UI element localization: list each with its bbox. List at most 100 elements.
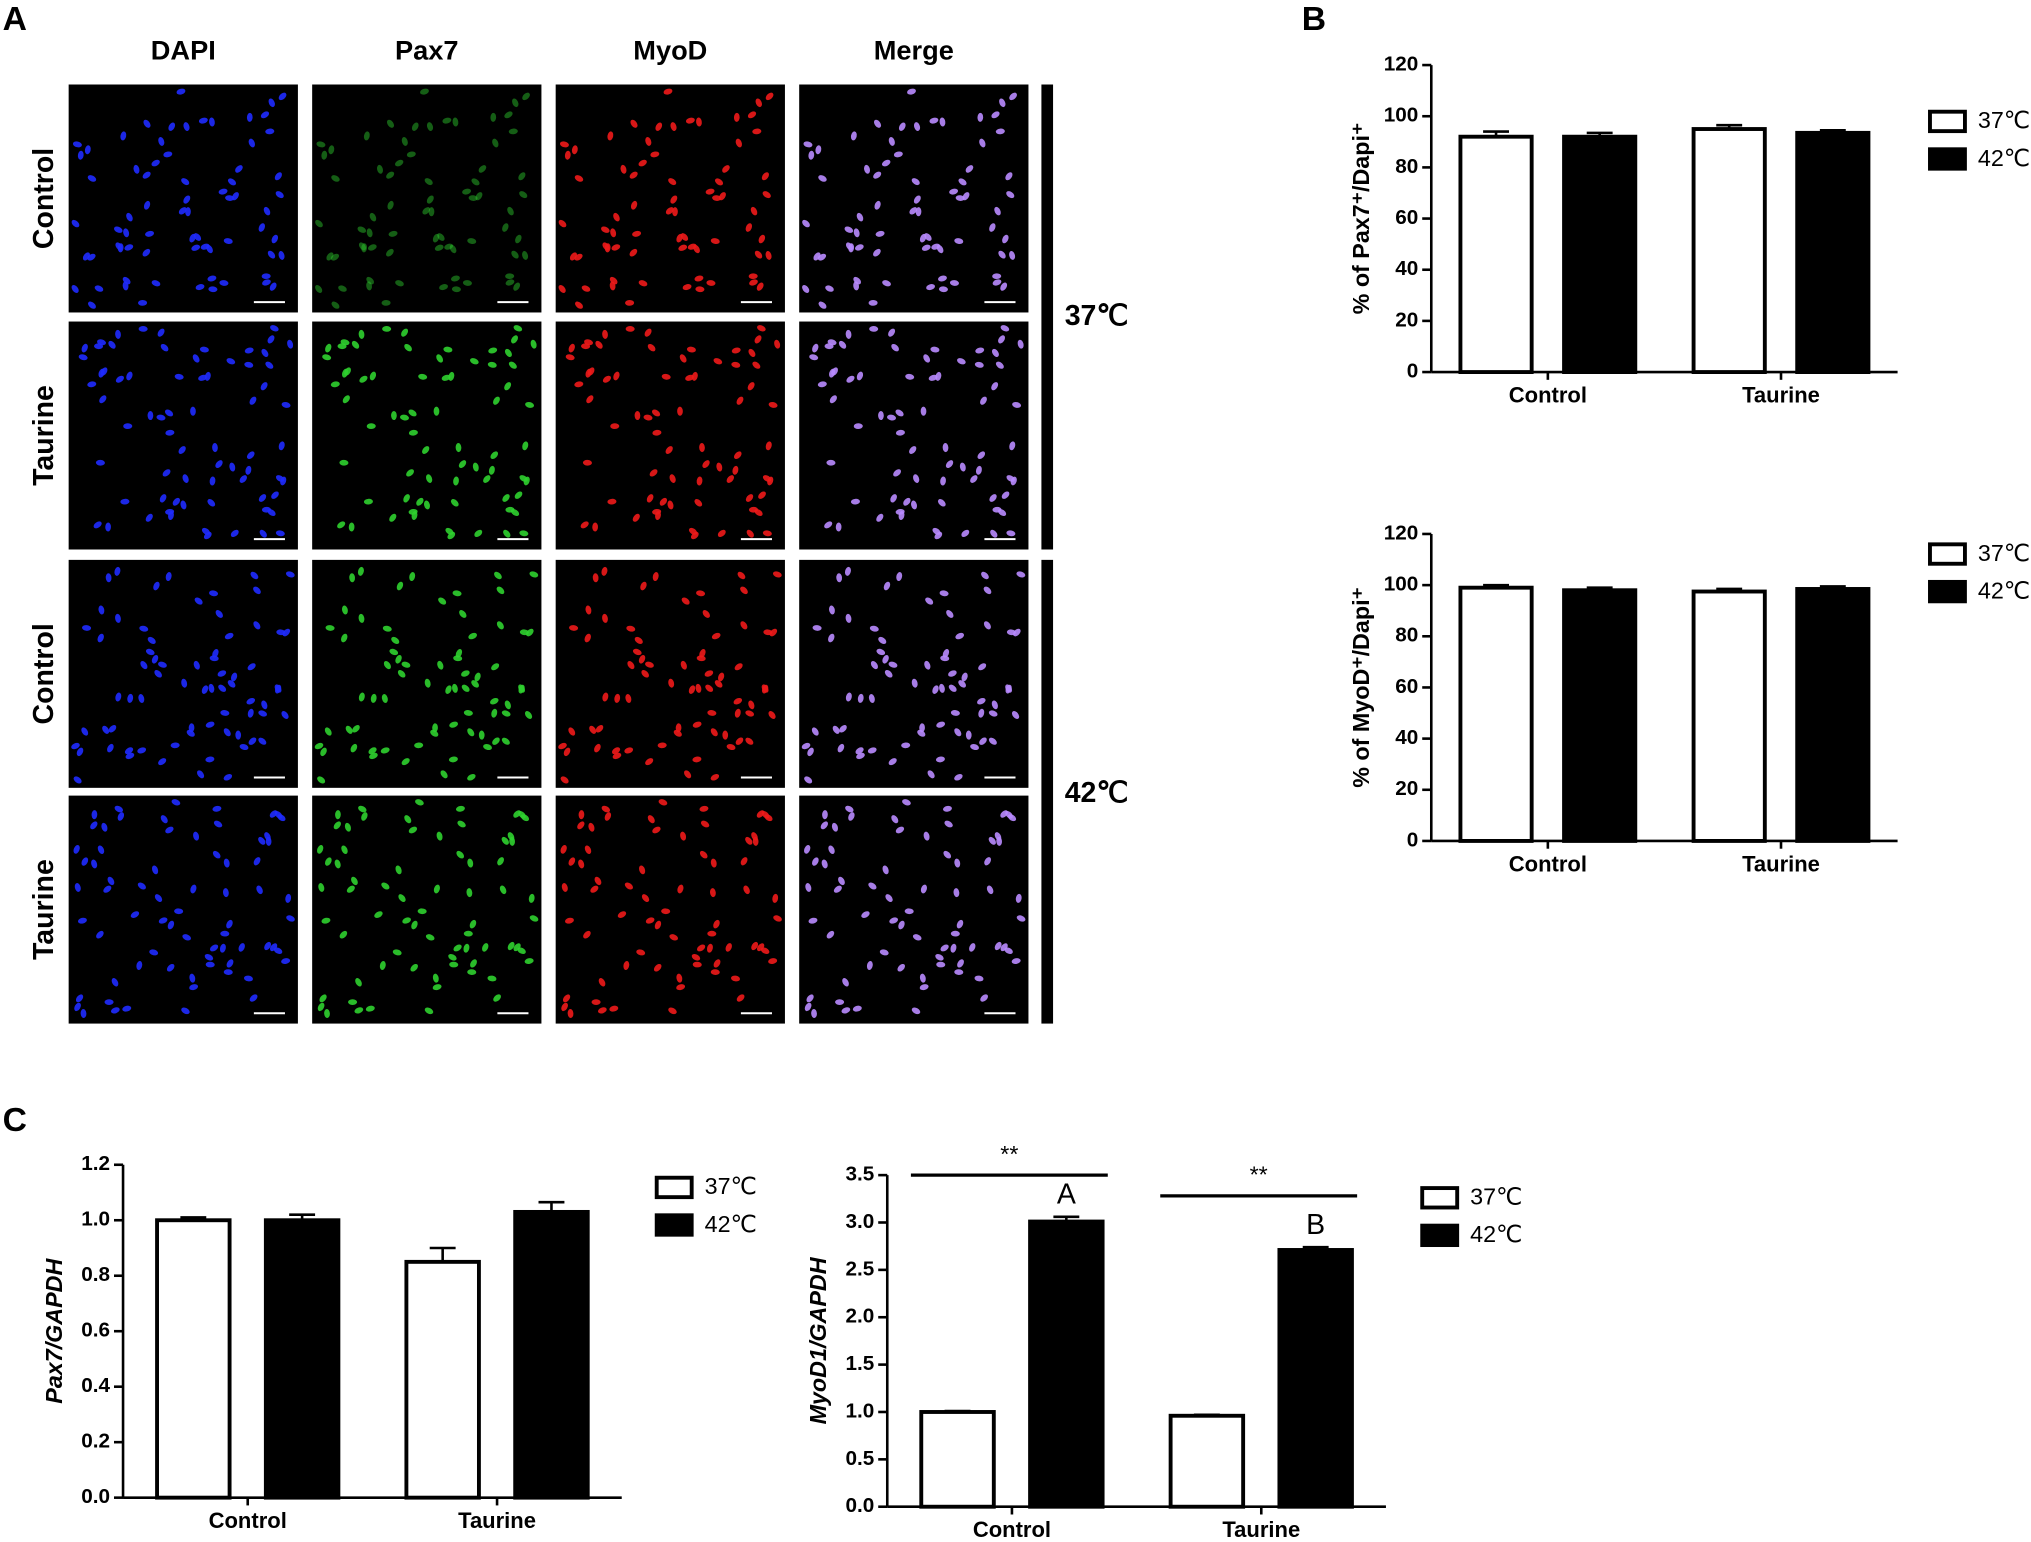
nucleus xyxy=(898,511,905,520)
nucleus xyxy=(400,414,409,421)
bar xyxy=(1795,130,1871,374)
nucleus xyxy=(707,710,717,716)
nucleus xyxy=(565,354,575,361)
nucleus xyxy=(491,663,500,671)
nucleus xyxy=(348,522,355,532)
nucleus xyxy=(846,375,855,383)
temperature-label: 37℃ xyxy=(1065,300,1129,332)
nucleus xyxy=(632,648,642,656)
nucleus xyxy=(873,119,882,128)
nucleus xyxy=(81,343,88,353)
nucleus xyxy=(501,710,511,717)
nucleus xyxy=(1005,172,1013,181)
nucleus xyxy=(401,758,410,766)
nucleus xyxy=(382,326,392,332)
nucleus xyxy=(705,684,714,692)
nucleus xyxy=(415,799,424,806)
nucleus xyxy=(699,850,708,859)
nucleus xyxy=(586,395,594,404)
nucleus xyxy=(198,374,207,381)
nucleus xyxy=(681,597,690,605)
nucleus xyxy=(519,191,528,199)
nucleus xyxy=(898,920,905,930)
nucleus xyxy=(260,382,268,391)
nucleus xyxy=(921,244,931,251)
nucleus xyxy=(408,429,418,436)
nucleus xyxy=(736,994,745,1002)
nucleus xyxy=(888,758,897,766)
bar xyxy=(1168,1413,1246,1509)
nucleus xyxy=(946,610,954,618)
nucleus xyxy=(267,509,276,517)
nucleus xyxy=(629,248,638,257)
nucleus xyxy=(337,521,346,529)
y-tick-label: 0.8 xyxy=(81,1263,110,1286)
micrograph xyxy=(312,321,542,550)
nucleus xyxy=(717,529,726,537)
nucleus xyxy=(143,119,151,128)
nucleus xyxy=(453,655,463,662)
nucleus xyxy=(610,423,620,429)
nucleus xyxy=(889,917,898,924)
nucleus xyxy=(831,822,838,832)
nucleus xyxy=(983,586,992,595)
nucleus xyxy=(115,692,122,702)
nucleus xyxy=(888,137,895,146)
nucleus xyxy=(267,335,275,344)
nucleus xyxy=(218,188,228,195)
nucleus xyxy=(997,509,1007,517)
micrograph xyxy=(799,795,1029,1024)
nucleus xyxy=(651,409,661,417)
nucleus xyxy=(352,724,360,733)
nucleus xyxy=(497,857,504,866)
nucleus xyxy=(580,521,589,529)
nucleus xyxy=(882,280,891,287)
nucleus xyxy=(493,396,500,405)
nucleus xyxy=(668,678,675,688)
nucleus xyxy=(911,178,920,186)
legend-swatch xyxy=(1928,109,1967,134)
nucleus xyxy=(326,252,334,261)
nucleus xyxy=(463,930,473,937)
legend-label: 42℃ xyxy=(1978,577,2030,603)
nucleus xyxy=(122,1005,132,1012)
nucleus xyxy=(832,725,840,734)
nucleus xyxy=(324,727,332,736)
nucleus xyxy=(463,710,473,716)
nucleus xyxy=(754,335,762,344)
nucleus xyxy=(204,953,214,961)
nucleus xyxy=(879,949,889,956)
nucleus xyxy=(994,941,1002,951)
nucleus xyxy=(561,883,568,892)
nucleus xyxy=(444,243,454,250)
nucleus xyxy=(804,845,811,854)
legend-label: 42℃ xyxy=(1470,1221,1522,1247)
nucleus xyxy=(99,395,107,404)
nucleus xyxy=(180,500,187,510)
nucleus xyxy=(645,661,654,668)
nucleus xyxy=(609,276,618,285)
nucleus xyxy=(271,491,279,499)
nucleus xyxy=(488,347,498,354)
nucleus xyxy=(845,692,852,702)
y-tick-label: 2.5 xyxy=(846,1257,875,1280)
nucleus xyxy=(959,462,966,472)
nucleus xyxy=(585,368,592,378)
nucleus xyxy=(448,371,455,381)
nucleus xyxy=(97,633,104,643)
nucleus xyxy=(422,207,431,215)
nucleus xyxy=(844,226,854,233)
nucleus xyxy=(492,737,500,745)
nucleus xyxy=(912,934,922,941)
nucleus xyxy=(196,770,205,779)
nucleus xyxy=(805,883,812,892)
nucleus xyxy=(174,373,184,380)
nucleus xyxy=(503,529,511,538)
nucleus xyxy=(584,633,591,643)
nucleus xyxy=(682,284,692,291)
nucleus xyxy=(94,285,104,292)
nucleus xyxy=(514,491,523,499)
nucleus xyxy=(722,165,730,173)
nucleus xyxy=(81,625,92,631)
nucleus xyxy=(453,476,459,486)
